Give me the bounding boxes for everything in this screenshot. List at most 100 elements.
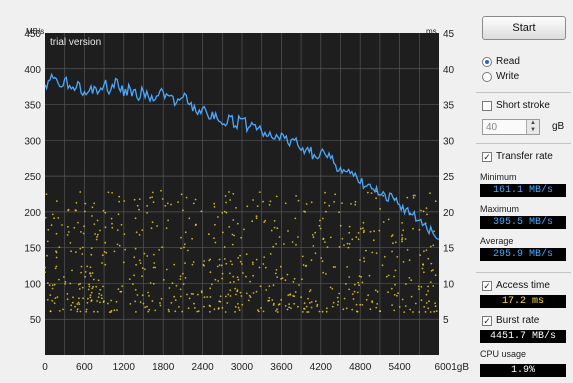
short-stroke-option[interactable]: Short stroke <box>482 99 550 113</box>
access-time-point <box>412 227 414 230</box>
write-radio[interactable] <box>482 72 492 82</box>
short-stroke-input[interactable] <box>483 120 528 134</box>
access-time-point <box>357 281 360 284</box>
access-time-point <box>286 273 289 276</box>
access-time-point <box>252 263 254 265</box>
access-time-point <box>141 229 144 232</box>
access-time-point <box>90 299 93 302</box>
access-time-point <box>167 308 170 311</box>
access-time-point <box>338 292 341 295</box>
read-radio[interactable] <box>482 57 492 67</box>
access-time-checkbox[interactable]: ✓ <box>482 281 492 291</box>
cpu-usage-label: CPU usage <box>480 349 527 359</box>
access-time-point <box>135 263 138 266</box>
access-time-point <box>270 229 273 232</box>
short-stroke-stepper[interactable]: ▲▼ <box>482 119 540 135</box>
access-time-point <box>225 211 228 214</box>
access-time-point <box>229 289 232 292</box>
burst-rate-option[interactable]: ✓ Burst rate <box>482 314 539 328</box>
access-time-point <box>420 209 422 212</box>
access-time-point <box>77 283 80 286</box>
access-time-point <box>305 203 308 205</box>
access-time-point <box>265 289 268 291</box>
access-time-point <box>110 299 112 302</box>
write-option[interactable]: Write <box>482 70 519 84</box>
access-time-point <box>184 231 187 234</box>
access-time-point <box>262 200 264 203</box>
access-time-point <box>70 250 72 253</box>
access-time-point <box>70 304 73 307</box>
access-time-point <box>51 287 54 290</box>
stepper-arrows-icon[interactable]: ▲ ▼ <box>526 120 539 134</box>
maximum-value: 395.5 MB/s <box>480 216 566 229</box>
read-label: Read <box>496 56 520 67</box>
access-time-point <box>365 298 368 301</box>
access-time-point <box>181 310 184 313</box>
start-button[interactable]: Start <box>482 16 566 40</box>
separator <box>476 92 571 93</box>
access-time-point <box>371 251 374 254</box>
access-time-point <box>142 302 145 305</box>
access-time-point <box>275 310 277 312</box>
access-time-point <box>222 231 224 234</box>
access-time-point <box>229 272 231 275</box>
access-time-point <box>92 278 95 281</box>
access-time-point <box>348 243 351 245</box>
burst-rate-checkbox[interactable]: ✓ <box>482 316 492 326</box>
access-time-point <box>427 307 430 310</box>
access-time-point <box>332 266 335 268</box>
access-time-point <box>206 296 209 298</box>
access-time-point <box>124 248 127 251</box>
access-time-point <box>164 204 167 207</box>
access-time-point <box>338 211 340 214</box>
access-time-point <box>188 297 191 300</box>
access-time-point <box>78 297 80 300</box>
read-option[interactable]: Read <box>482 55 520 69</box>
access-time-point <box>166 202 169 205</box>
access-time-point <box>158 249 161 251</box>
access-time-option[interactable]: ✓ Access time <box>482 279 550 293</box>
access-time-point <box>89 266 92 269</box>
access-time-point <box>44 216 47 219</box>
access-time-point <box>138 208 140 211</box>
access-time-point <box>331 287 334 290</box>
transfer-rate-checkbox[interactable]: ✓ <box>482 152 492 162</box>
access-time-point <box>70 308 72 311</box>
access-time-point <box>190 293 193 295</box>
access-time-point <box>153 253 155 256</box>
access-time-point <box>77 301 80 304</box>
access-time-point <box>116 229 119 232</box>
y-right-tick: 45 <box>443 29 455 40</box>
access-time-point <box>276 308 278 311</box>
access-time-point <box>234 306 237 308</box>
access-time-point <box>414 302 417 305</box>
access-time-point <box>329 286 332 289</box>
access-time-point <box>66 234 69 236</box>
access-time-point <box>81 253 84 255</box>
access-time-point <box>209 287 212 290</box>
access-time-point <box>403 311 406 313</box>
access-time-point <box>283 243 285 245</box>
access-time-point <box>348 276 351 278</box>
access-time-point <box>118 244 121 247</box>
access-time-point <box>255 217 258 220</box>
transfer-rate-option[interactable]: ✓ Transfer rate <box>482 150 553 164</box>
access-time-point <box>383 255 386 258</box>
access-time-point <box>218 264 221 266</box>
access-time-point <box>143 252 146 255</box>
access-time-point <box>351 238 354 241</box>
access-time-point <box>322 238 324 241</box>
access-time-point <box>97 279 100 282</box>
access-time-point <box>376 303 379 305</box>
access-time-point <box>245 292 248 295</box>
access-time-point <box>336 296 339 299</box>
access-time-point <box>357 232 360 234</box>
access-time-point <box>133 274 136 277</box>
short-stroke-checkbox[interactable] <box>482 101 492 111</box>
access-time-point <box>432 285 435 287</box>
access-time-point <box>326 246 329 249</box>
access-time-point <box>80 271 82 274</box>
access-time-point <box>387 291 389 294</box>
access-time-point <box>110 217 113 220</box>
access-time-point <box>392 242 394 245</box>
